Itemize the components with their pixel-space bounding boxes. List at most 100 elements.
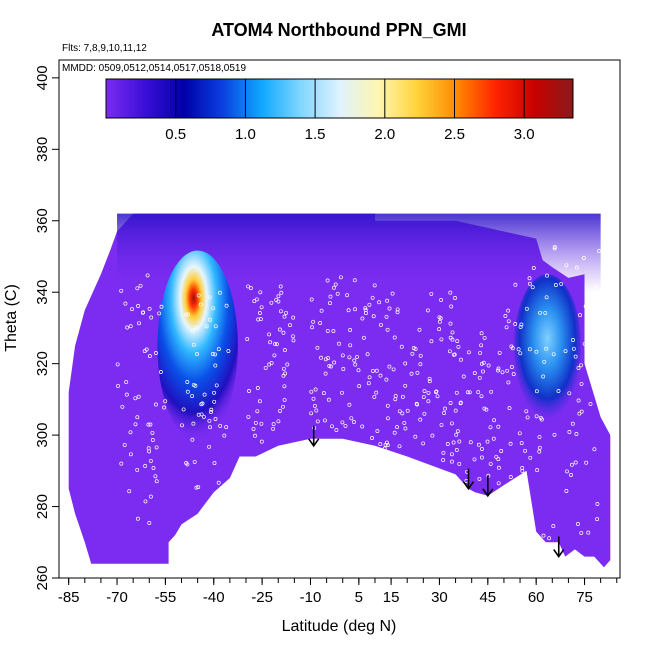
sample-point: [427, 376, 432, 381]
sample-point: [551, 352, 556, 357]
sample-point: [123, 301, 128, 306]
sample-point: [319, 308, 324, 313]
colorbar: 0.5 1.0 1.5 2.0 2.5 3.0: [105, 78, 574, 143]
sample-point: [430, 433, 435, 438]
sample-point: [119, 288, 124, 293]
sample-point: [534, 389, 539, 394]
sample-point: [574, 432, 579, 436]
sample-point: [349, 416, 354, 421]
colorbar-tick-label: 1.0: [235, 126, 256, 143]
sample-point: [466, 350, 471, 355]
sample-point: [202, 392, 207, 397]
plot-frame: [58, 59, 621, 579]
sample-point: [367, 302, 372, 307]
sample-point: [331, 285, 336, 290]
sample-point: [405, 408, 410, 413]
sample-point: [539, 417, 544, 422]
sample-point: [255, 386, 260, 390]
sample-point: [190, 437, 195, 442]
sample-point: [345, 293, 350, 298]
sample-point: [276, 294, 281, 299]
sample-point: [348, 328, 353, 332]
sample-point: [378, 442, 383, 447]
sample-point: [247, 389, 251, 393]
sample-point: [504, 325, 509, 330]
sample-point: [331, 329, 336, 334]
sample-point: [551, 524, 556, 529]
sample-point: [552, 245, 557, 249]
sample-point: [409, 371, 414, 376]
sample-point: [325, 328, 330, 333]
sample-point: [147, 306, 152, 311]
sample-point: [596, 297, 601, 302]
sample-point: [128, 452, 133, 457]
sample-point: [552, 432, 557, 437]
sample-point: [484, 407, 489, 412]
sample-point: [318, 321, 323, 325]
sample-point: [496, 481, 501, 486]
sample-point: [133, 422, 138, 427]
sample-point: [479, 361, 484, 366]
sample-point: [328, 301, 332, 306]
sample-point: [258, 290, 263, 295]
x-tick-label: -40: [203, 589, 225, 606]
sample-point: [530, 522, 535, 527]
sample-point: [366, 381, 371, 386]
sample-point: [256, 317, 261, 322]
sample-point: [482, 335, 487, 340]
sample-point: [482, 406, 487, 411]
sample-point: [403, 361, 408, 366]
sample-point: [456, 344, 461, 349]
sample-point: [282, 348, 287, 353]
sample-point: [147, 354, 152, 359]
sample-point: [476, 442, 481, 447]
sample-point: [448, 290, 453, 295]
sample-point: [222, 433, 227, 438]
colorbar-tick-label: 3.0: [514, 126, 535, 143]
sample-point: [571, 338, 575, 342]
sample-point: [378, 373, 383, 378]
arrow-marker-head: [553, 549, 565, 558]
sample-point: [246, 284, 251, 289]
sample-point: [595, 502, 600, 506]
sample-point: [576, 398, 581, 403]
sample-point: [327, 363, 332, 368]
colorbar-tick-label: 0.5: [165, 126, 186, 143]
sample-point: [259, 305, 264, 310]
sample-point: [278, 284, 283, 289]
sample-point: [251, 426, 256, 431]
sample-point: [200, 401, 205, 406]
northern-enhancement: [514, 274, 581, 418]
sample-point: [259, 421, 264, 426]
sample-point: [162, 405, 167, 410]
sample-point: [395, 425, 399, 430]
sample-point: [378, 322, 383, 327]
sample-point: [507, 406, 512, 411]
sample-point: [597, 249, 601, 254]
sample-point: [154, 351, 158, 355]
sample-point: [207, 295, 212, 300]
x-tick-label: 60: [528, 589, 545, 606]
sample-point: [576, 522, 580, 526]
sample-point: [581, 256, 586, 260]
sample-point: [573, 354, 578, 359]
sample-point: [577, 411, 582, 416]
sample-point: [553, 283, 558, 287]
sample-point: [465, 390, 470, 395]
sample-point: [523, 448, 528, 453]
sample-point: [502, 504, 507, 509]
sample-point: [552, 246, 557, 251]
sample-point: [347, 355, 352, 360]
sample-point: [437, 319, 442, 324]
sample-point: [426, 399, 431, 404]
sample-point: [371, 314, 376, 319]
sample-point: [489, 389, 494, 394]
sample-point: [213, 363, 218, 368]
sample-point: [564, 263, 569, 268]
sample-point: [391, 367, 396, 372]
sample-point: [210, 352, 215, 356]
sample-point: [439, 337, 444, 342]
sample-point: [535, 468, 540, 473]
sample-point: [395, 310, 400, 315]
sample-point: [372, 283, 377, 288]
